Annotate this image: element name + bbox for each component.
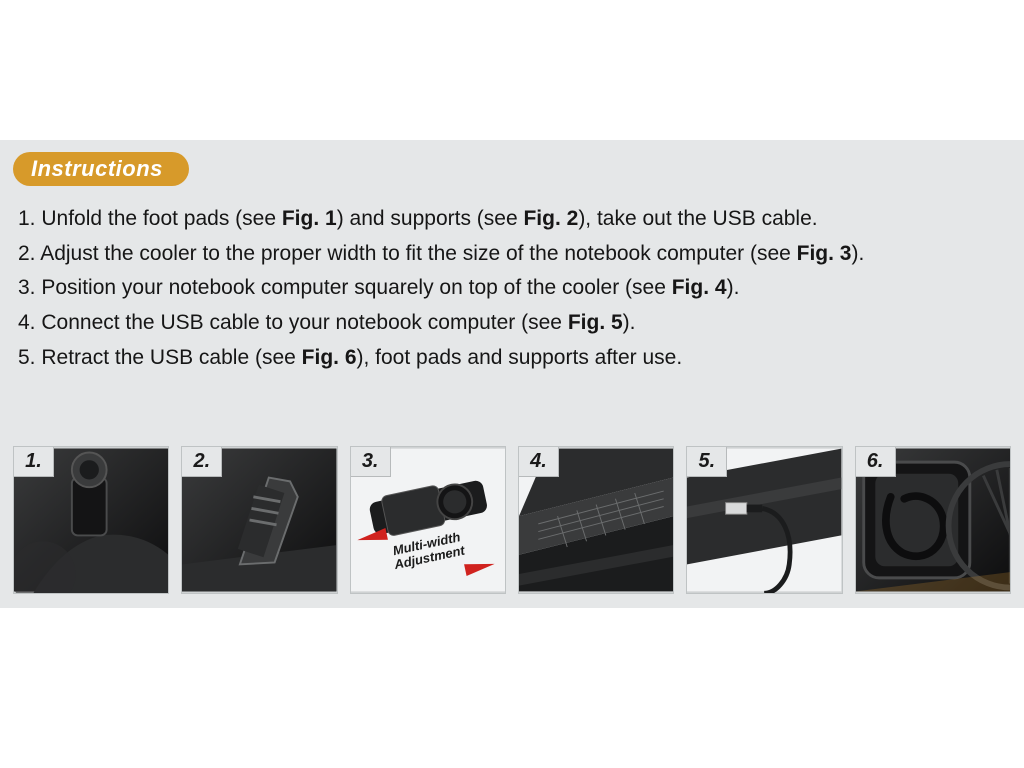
step-3: 3. Position your notebook computer squar… [18, 271, 1006, 306]
step-4: 4. Connect the USB cable to your noteboo… [18, 306, 1006, 341]
step-text: Connect the USB cable to your notebook c… [41, 311, 567, 334]
step-2: 2. Adjust the cooler to the proper width… [18, 237, 1006, 272]
figure-number: 1. [14, 447, 54, 477]
figure-4: 4. [518, 446, 674, 594]
fig-ref: Fig. 1 [282, 207, 337, 230]
figure-6: 6. [855, 446, 1011, 594]
figure-number: 2. [182, 447, 222, 477]
figure-3: 3. Multi-width Adjustment [350, 446, 506, 594]
figure-2: 2. [181, 446, 337, 594]
figure-number: 3. [351, 447, 391, 477]
step-number: 2. [18, 242, 36, 265]
step-text: Unfold the foot pads (see [41, 207, 282, 230]
section-header-label: Instructions [31, 156, 163, 182]
figure-row: 1. 2. [13, 446, 1011, 594]
fig-ref: Fig. 6 [302, 346, 357, 369]
fig-ref: Fig. 4 [672, 276, 727, 299]
step-number: 4. [18, 311, 36, 334]
instruction-panel: Instructions 1. Unfold the foot pads (se… [0, 140, 1024, 608]
step-1: 1. Unfold the foot pads (see Fig. 1) and… [18, 202, 1006, 237]
step-text: ). [851, 242, 864, 265]
fig-ref: Fig. 2 [523, 207, 578, 230]
step-text: Adjust the cooler to the proper width to… [40, 242, 796, 265]
figure-1: 1. [13, 446, 169, 594]
step-text: ), take out the USB cable. [578, 207, 817, 230]
fig-ref: Fig. 3 [797, 242, 852, 265]
step-number: 1. [18, 207, 36, 230]
section-header: Instructions [13, 152, 189, 186]
step-number: 5. [18, 346, 36, 369]
step-text: Position your notebook computer squarely… [41, 276, 671, 299]
step-text: ). [727, 276, 740, 299]
step-text: ) and supports (see [337, 207, 524, 230]
step-number: 3. [18, 276, 36, 299]
figure-number: 4. [519, 447, 559, 477]
step-text: Retract the USB cable (see [41, 346, 301, 369]
instruction-steps: 1. Unfold the foot pads (see Fig. 1) and… [18, 202, 1006, 375]
figure-number: 5. [687, 447, 727, 477]
fig-ref: Fig. 5 [568, 311, 623, 334]
step-text: ), foot pads and supports after use. [357, 346, 683, 369]
step-5: 5. Retract the USB cable (see Fig. 6), f… [18, 341, 1006, 376]
figure-number: 6. [856, 447, 896, 477]
step-text: ). [623, 311, 636, 334]
figure-5: 5. [686, 446, 842, 594]
